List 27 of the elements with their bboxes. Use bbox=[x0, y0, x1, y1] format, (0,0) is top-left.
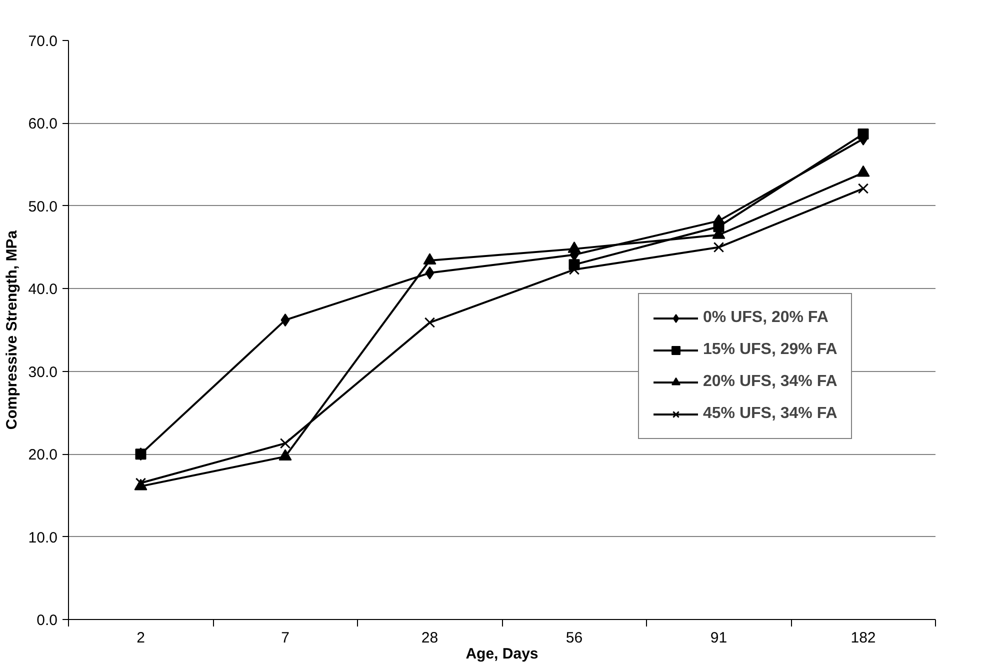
legend-label: 20% UFS, 34% FA bbox=[703, 373, 838, 391]
point bbox=[858, 128, 869, 140]
y-tick-label: 30.0 bbox=[28, 364, 58, 381]
legend-label: 15% UFS, 29% FA bbox=[703, 341, 838, 359]
y-tick-label: 10.0 bbox=[28, 529, 58, 546]
point bbox=[278, 449, 292, 461]
point bbox=[280, 438, 291, 449]
x-tick-label: 28 bbox=[421, 630, 438, 646]
x-tick-label: 56 bbox=[566, 630, 583, 646]
y-tick-label: 60.0 bbox=[28, 116, 58, 133]
point bbox=[280, 314, 290, 327]
legend-label: 45% UFS, 34% FA bbox=[703, 405, 838, 423]
y-tick-label: 70.0 bbox=[28, 33, 58, 50]
point bbox=[858, 183, 869, 194]
y-axis-title: Compressive Strength, MPa bbox=[3, 230, 20, 430]
legend-label: 0% UFS, 20% FA bbox=[703, 309, 828, 327]
x-tick-label: 91 bbox=[710, 630, 728, 646]
x-axis-title: Age, Days bbox=[466, 646, 538, 662]
x-tick-label: 2 bbox=[136, 630, 145, 646]
point bbox=[425, 266, 434, 280]
point bbox=[713, 242, 724, 253]
y-tick-label: 40.0 bbox=[28, 281, 58, 298]
x-tick-label: 182 bbox=[850, 630, 876, 646]
x-tick-label: 7 bbox=[281, 630, 290, 646]
y-tick-label: 50.0 bbox=[28, 198, 58, 216]
y-tick-label: 20.0 bbox=[28, 446, 58, 464]
y-tick-label: 0.0 bbox=[36, 612, 58, 629]
